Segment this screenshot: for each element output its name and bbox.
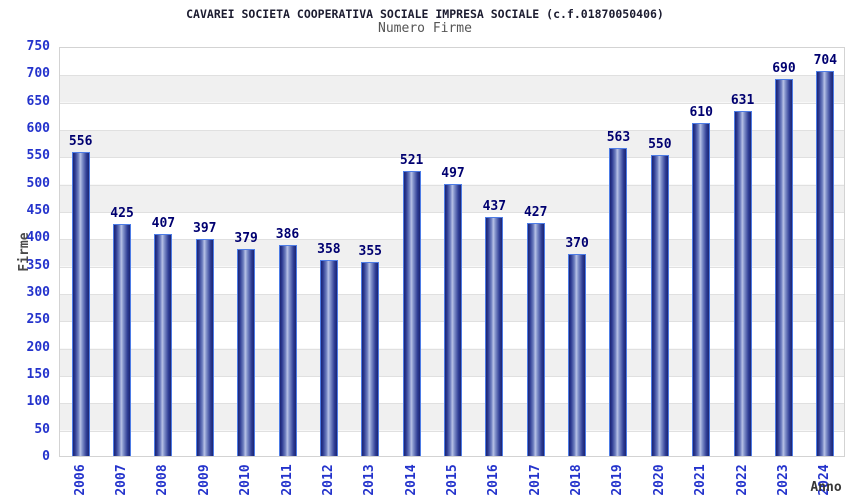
bar-2009: [195, 238, 214, 456]
y-tick-label: 500: [26, 175, 50, 191]
x-tick-label: 2013: [362, 464, 378, 496]
bar-2018: [568, 253, 587, 456]
x-tick-label: 2020: [651, 464, 667, 496]
chart-subtitle: Numero Firme: [378, 21, 472, 36]
bar-2007: [113, 223, 132, 456]
bar-value-label: 437: [482, 199, 507, 215]
y-tick-label: 300: [26, 285, 50, 300]
x-tick-label: 2019: [610, 464, 626, 496]
bar-value-label: 610: [689, 104, 713, 120]
bar-2016: [485, 217, 504, 456]
bar-value-label: 563: [606, 130, 631, 146]
x-tick-label: 2014: [403, 464, 419, 496]
bar-value-label: 521: [399, 153, 424, 169]
bar-value-label: 397: [193, 220, 217, 236]
x-tick-label: 2015: [445, 464, 460, 496]
bar-value-label: 550: [648, 137, 672, 153]
bar-value-label: 379: [234, 230, 258, 246]
x-tick-label: 2017: [527, 464, 543, 496]
bar-value-label: 690: [772, 60, 796, 76]
x-tick-label: 2018: [569, 464, 585, 496]
bar-2014: [402, 171, 421, 456]
y-tick-label: 0: [42, 449, 50, 464]
x-tick-label: 2021: [693, 464, 709, 496]
bar-value-label: 425: [110, 205, 134, 221]
x-tick-label: 2010: [238, 464, 254, 496]
y-tick-label: 150: [26, 367, 50, 382]
gridline: [60, 130, 844, 131]
bar-value-label: 370: [565, 235, 589, 251]
bar-value-label: 631: [730, 93, 755, 109]
gridline: [60, 102, 844, 104]
bar-2024: [816, 71, 835, 456]
bar-value-label: 427: [523, 204, 548, 220]
gridline: [60, 157, 844, 159]
y-tick-label: 250: [26, 312, 50, 328]
x-tick-label: 2007: [114, 464, 130, 496]
y-tick-label: 400: [26, 230, 50, 246]
bar-2008: [154, 233, 173, 456]
x-axis-title: Anno: [810, 480, 842, 495]
x-tick-label: 2012: [320, 464, 336, 496]
bar-2019: [609, 148, 628, 456]
y-tick-label: 750: [26, 39, 50, 54]
y-tick-label: 700: [26, 66, 50, 82]
bar-2012: [319, 260, 338, 456]
bar-value-label: 386: [275, 226, 300, 242]
y-tick-label: 650: [26, 93, 50, 109]
chart-title: CAVAREI SOCIETA COOPERATIVA SOCIALE IMPR…: [186, 7, 664, 21]
bar-2020: [650, 155, 669, 456]
y-tick-label: 450: [26, 203, 50, 218]
bar-2023: [774, 78, 793, 456]
bar-value-label: 407: [151, 215, 176, 231]
bar-2011: [278, 245, 297, 456]
bar-2013: [361, 261, 380, 456]
x-tick-label: 2016: [486, 464, 502, 496]
bar-2021: [692, 122, 711, 456]
bar-2017: [526, 222, 545, 456]
y-tick-label: 50: [34, 421, 50, 437]
x-tick-label: 2006: [72, 464, 88, 496]
x-tick-label: 2011: [279, 464, 295, 496]
plot-area: [59, 47, 845, 457]
bar-value-label: 556: [68, 134, 93, 150]
x-tick-label: 2008: [155, 464, 171, 496]
y-tick-label: 600: [26, 121, 50, 136]
x-tick-label: 2009: [196, 464, 212, 496]
bar-value-label: 704: [813, 53, 838, 69]
y-tick-label: 200: [26, 339, 50, 355]
bar-value-label: 497: [441, 166, 465, 182]
bar-2010: [237, 248, 256, 456]
bar-value-label: 358: [317, 242, 341, 258]
bar-2015: [444, 184, 462, 456]
y-tick-label: 100: [26, 394, 50, 410]
bar-2006: [71, 152, 90, 456]
x-tick-label: 2022: [734, 464, 750, 496]
x-tick-label: 2023: [775, 464, 791, 496]
y-tick-label: 550: [26, 148, 50, 164]
gridline: [60, 75, 844, 77]
bar-value-label: 355: [358, 243, 382, 259]
y-tick-label: 350: [26, 257, 50, 273]
bar-2022: [733, 111, 752, 456]
